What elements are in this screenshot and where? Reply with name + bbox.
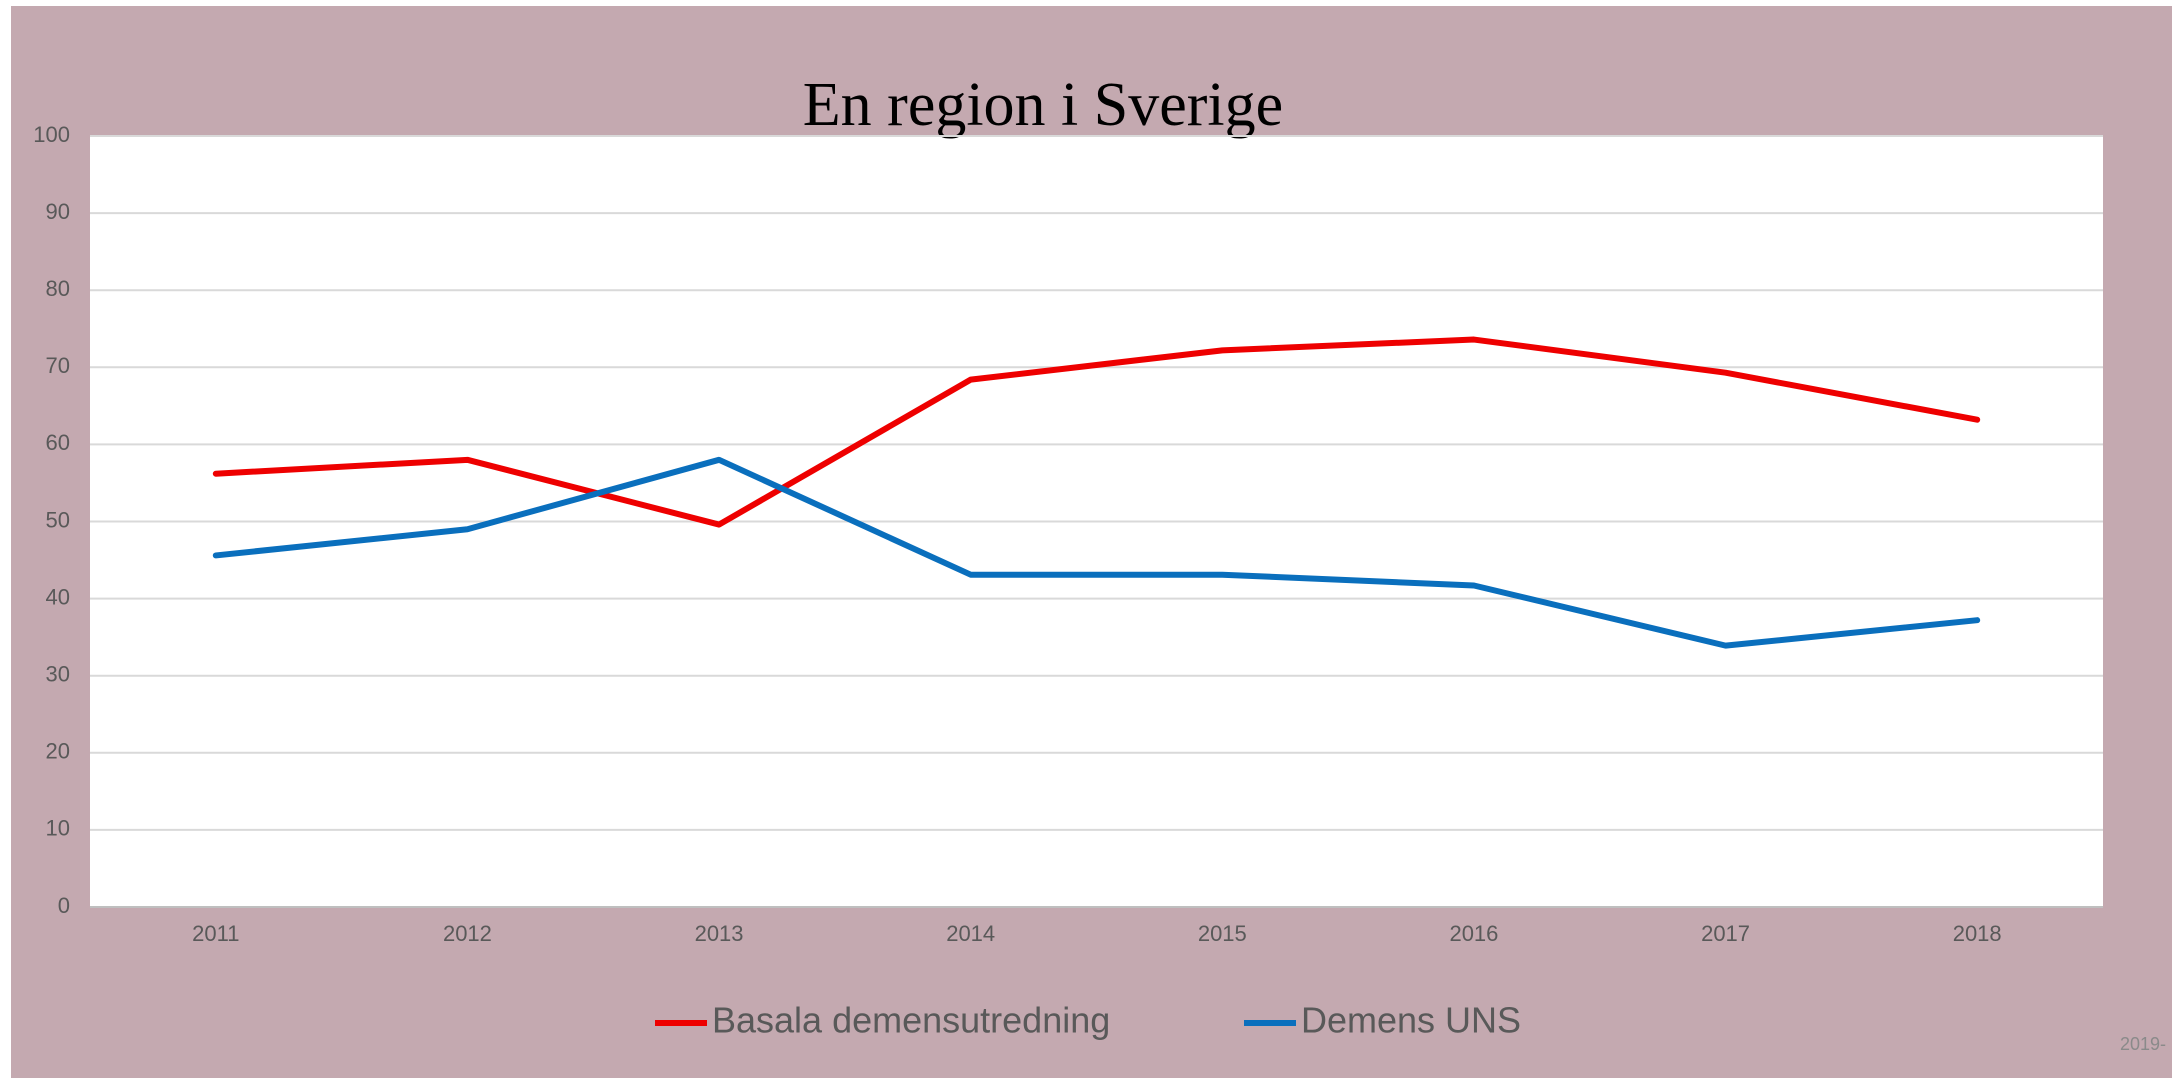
y-tick-label: 20 xyxy=(46,739,70,764)
x-tick-label: 2016 xyxy=(1449,921,1498,946)
y-tick-label: 0 xyxy=(58,893,70,918)
y-tick-label: 70 xyxy=(46,353,70,378)
x-tick-label: 2011 xyxy=(192,921,239,946)
legend-label: Demens UNS xyxy=(1301,1000,1521,1041)
y-tick-label: 100 xyxy=(33,122,70,147)
x-tick-label: 2015 xyxy=(1198,921,1247,946)
chart-title: En region i Sverige xyxy=(803,71,1283,139)
legend-label: Basala demensutredning xyxy=(712,1000,1110,1041)
x-tick-label: 2017 xyxy=(1701,921,1750,946)
y-tick-label: 80 xyxy=(46,276,70,301)
series-line xyxy=(212,456,1981,649)
y-tick-label: 30 xyxy=(46,662,70,687)
x-tick-label: 2014 xyxy=(946,921,995,946)
y-tick-label: 10 xyxy=(46,816,70,841)
x-tick-label: 2018 xyxy=(1953,921,2002,946)
y-tick-label: 60 xyxy=(46,430,70,455)
series-line xyxy=(212,336,1981,528)
y-tick-label: 50 xyxy=(46,507,70,532)
x-tick-label: 2013 xyxy=(695,921,744,946)
y-tick-label: 40 xyxy=(46,584,70,609)
footer: 2019- xyxy=(2120,1034,2166,1054)
y-tick-label: 90 xyxy=(46,199,70,224)
x-tick-label: 2012 xyxy=(443,921,492,946)
